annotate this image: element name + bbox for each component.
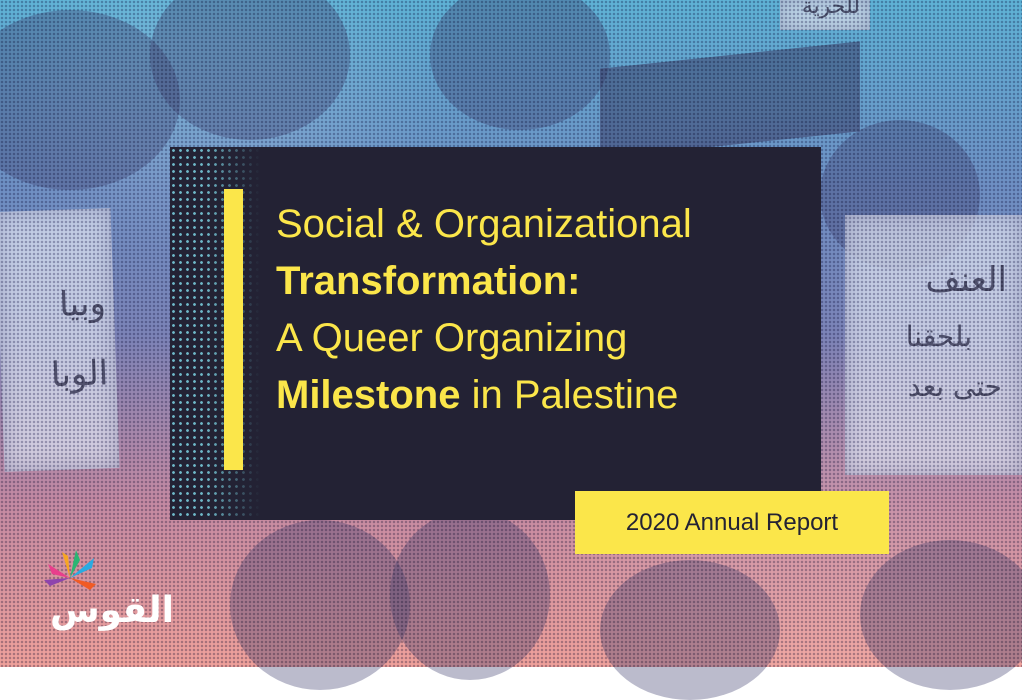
crowd-silhouette bbox=[860, 540, 1022, 690]
title-line: Social & Organizational bbox=[276, 202, 692, 246]
title-line-bold: Milestone bbox=[276, 373, 461, 417]
logo-wordmark: القوس bbox=[50, 590, 175, 631]
protest-sign-text: العنف bbox=[925, 260, 1007, 300]
alqaws-logo-icon bbox=[44, 550, 96, 590]
title-line: in Palestine bbox=[460, 373, 679, 417]
crowd-silhouette bbox=[390, 510, 550, 680]
protest-sign-text: بلحقنا bbox=[905, 320, 972, 353]
protest-sign-top: للحرية bbox=[780, 0, 870, 30]
accent-bar bbox=[224, 189, 243, 470]
report-title: Social & Organizational Transformation: … bbox=[276, 196, 692, 424]
protest-sign-text: للحرية bbox=[801, 0, 860, 19]
crowd-silhouette bbox=[230, 520, 410, 690]
crowd-silhouette bbox=[600, 560, 780, 700]
protest-sign-text: حتى بعد bbox=[908, 370, 1002, 403]
report-year-badge: 2020 Annual Report bbox=[575, 491, 889, 554]
title-line: A Queer Organizing bbox=[276, 316, 628, 360]
crowd-silhouette bbox=[430, 0, 610, 130]
title-line-bold: Transformation: bbox=[276, 259, 581, 303]
crowd-silhouette bbox=[150, 0, 350, 140]
protest-sign-right: العنف بلحقنا حتى بعد bbox=[845, 215, 1022, 475]
protest-flag bbox=[600, 41, 860, 159]
protest-sign-left: وبيا الوبا bbox=[0, 208, 120, 472]
crowd-silhouette bbox=[0, 10, 180, 190]
crowd-silhouette bbox=[820, 120, 980, 270]
protest-sign-text: وبيا الوبا bbox=[50, 283, 109, 396]
title-panel bbox=[170, 147, 821, 520]
dot-pattern bbox=[170, 147, 260, 520]
